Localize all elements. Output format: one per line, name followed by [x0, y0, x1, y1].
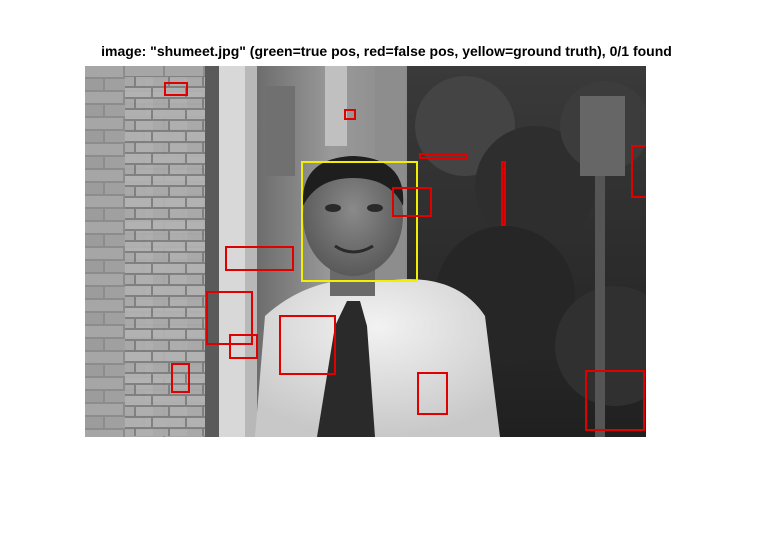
false-positive-box	[229, 334, 258, 359]
false-positive-box	[585, 370, 645, 431]
false-positive-box	[501, 161, 506, 226]
false-positive-box	[279, 315, 336, 375]
false-positive-box	[344, 109, 356, 120]
ground-truth-box	[301, 161, 418, 282]
grayscale-photo	[85, 66, 646, 437]
figure-title: image: "shumeet.jpg" (green=true pos, re…	[101, 43, 672, 59]
false-positive-box	[631, 145, 646, 198]
false-positive-box	[419, 153, 467, 159]
false-positive-box	[164, 82, 188, 96]
false-positive-box	[417, 372, 448, 415]
false-positive-box	[171, 363, 190, 393]
false-positive-box	[225, 246, 294, 271]
false-positive-box	[392, 187, 432, 217]
photo-shumeet	[85, 66, 646, 437]
